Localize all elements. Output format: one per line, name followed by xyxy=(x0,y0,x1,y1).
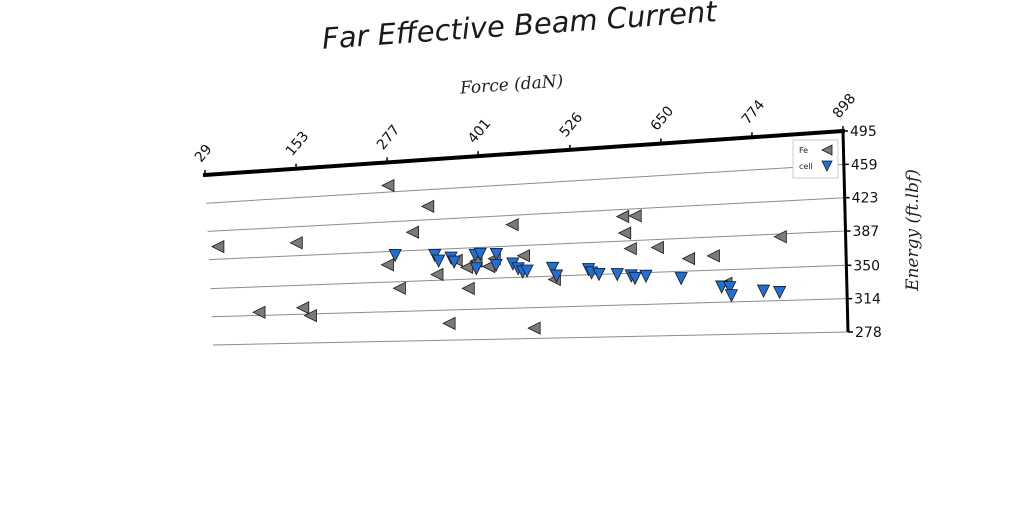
x-tick-label: 401 xyxy=(465,116,494,147)
cell-point xyxy=(545,261,560,276)
x-axis-label: Force (daN) xyxy=(458,71,564,98)
cell-point xyxy=(489,259,503,273)
fe-point xyxy=(623,241,637,256)
cell-point xyxy=(610,268,624,282)
cell-point xyxy=(473,247,487,262)
fe-point xyxy=(628,209,642,223)
x-tick-label: 277 xyxy=(374,122,403,153)
gridline xyxy=(211,298,848,318)
y-tick-label: 350 xyxy=(853,258,880,274)
x-tick-label: 898 xyxy=(830,91,859,122)
fe-point xyxy=(295,301,310,315)
legend: Fe cell xyxy=(792,139,839,179)
y-tick-label: 387 xyxy=(852,224,879,240)
cell-point xyxy=(432,254,446,268)
cell-point xyxy=(469,262,484,276)
cell-point xyxy=(773,285,787,300)
fe-point xyxy=(461,281,475,296)
legend-label: Fe xyxy=(799,146,808,155)
x-tick-label: 774 xyxy=(739,97,768,128)
y-tick-label: 459 xyxy=(851,157,878,173)
cell-point xyxy=(723,281,737,295)
fe-point xyxy=(289,236,303,250)
gridline xyxy=(206,163,844,204)
fe-point xyxy=(252,305,266,319)
legend-marker xyxy=(821,144,833,156)
cell-point xyxy=(388,248,402,263)
fe-point xyxy=(380,258,394,272)
fe-point xyxy=(505,218,519,232)
y-tick-label: 495 xyxy=(850,124,877,140)
cell-point xyxy=(549,269,564,283)
data-points xyxy=(211,178,787,335)
cell-point xyxy=(447,255,461,269)
gridline xyxy=(208,230,846,261)
fe-point xyxy=(381,178,395,193)
cell-point xyxy=(592,267,606,282)
y-axis-label: Energy (ft.lbf) xyxy=(903,169,923,292)
cell-point xyxy=(639,269,653,284)
gridline xyxy=(210,264,847,290)
y-tick-label: 314 xyxy=(854,292,881,308)
fe-point xyxy=(442,316,456,331)
chart-title: Far Effective Beam Current xyxy=(321,0,719,56)
cell-point xyxy=(520,264,534,278)
fe-point xyxy=(303,308,317,323)
fe-point xyxy=(211,239,225,254)
fe-point xyxy=(650,240,664,255)
fe-point xyxy=(430,267,444,282)
fe-point xyxy=(706,249,720,263)
cell-point xyxy=(628,271,642,286)
legend-marker xyxy=(821,160,833,172)
y-tick-label: 423 xyxy=(852,191,879,207)
cell-point xyxy=(724,289,739,303)
fe-point xyxy=(681,251,696,266)
cell-point xyxy=(489,247,504,262)
fe-point xyxy=(615,209,630,224)
x-tick-label: 153 xyxy=(283,129,312,160)
tick-labels: 29 153 277 401 526 650 774 898 278 314 350 387 423 45… xyxy=(192,91,882,341)
cell-point xyxy=(674,272,688,286)
fe-point xyxy=(516,249,530,263)
y-tick-label: 278 xyxy=(855,325,882,341)
x-tick-label: 650 xyxy=(648,103,677,134)
fe-point xyxy=(405,225,420,239)
x-axis-line xyxy=(202,128,846,178)
fe-point xyxy=(420,199,435,214)
fe-point xyxy=(527,321,541,335)
gridline xyxy=(207,197,845,232)
cell-point xyxy=(756,284,771,298)
fe-point xyxy=(392,281,406,295)
legend-label: cell xyxy=(799,162,813,171)
gridlines xyxy=(206,163,849,346)
fe-point xyxy=(773,230,787,244)
x-tick-label: 526 xyxy=(557,110,586,141)
fe-point xyxy=(617,226,632,240)
gridline xyxy=(212,331,849,346)
x-tick-label: 29 xyxy=(192,142,216,166)
